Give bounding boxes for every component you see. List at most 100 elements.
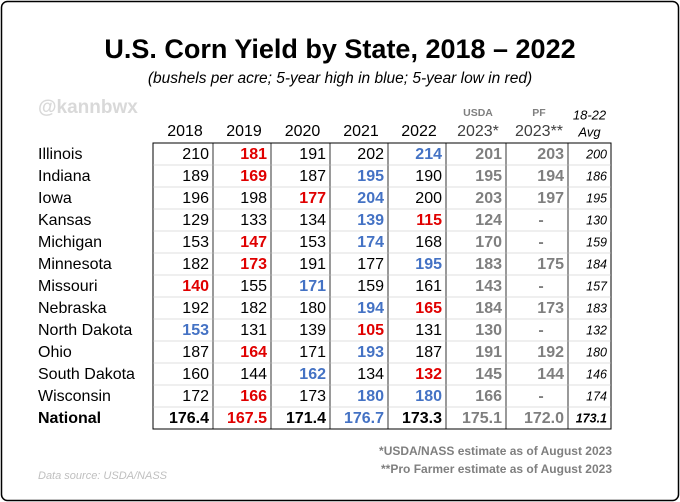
row-label: North Dakota: [38, 322, 132, 339]
cell: 153: [182, 234, 209, 251]
cell: 204: [357, 190, 384, 207]
column-header: 2023**: [515, 123, 563, 140]
cell: 171: [299, 278, 326, 295]
title: U.S. Corn Yield by State, 2018 – 2022: [104, 34, 575, 64]
cell: 180: [299, 300, 326, 317]
cell: 153: [299, 234, 326, 251]
cell: 192: [537, 344, 564, 361]
cell: 190: [415, 168, 442, 185]
subtitle: (bushels per acre; 5-year high in blue; …: [148, 70, 532, 87]
cell: 176.7: [344, 410, 384, 427]
cell: 180: [415, 388, 442, 405]
cell: 214: [415, 146, 442, 163]
cell: 194: [537, 168, 564, 185]
column-header: 2021: [343, 123, 379, 140]
cell: 140: [182, 278, 209, 295]
row-label: Michigan: [38, 234, 102, 251]
cell: 172: [182, 388, 209, 405]
cell: 170: [475, 234, 502, 251]
column-note: USDA: [463, 107, 493, 119]
cell: 195: [475, 168, 502, 185]
cell: 172.0: [524, 410, 564, 427]
cell: 203: [475, 190, 502, 207]
cell: 194: [357, 300, 384, 317]
cell: 144: [240, 366, 267, 383]
cell: 167.5: [227, 410, 267, 427]
cell: 165: [415, 300, 442, 317]
cell: 195: [357, 168, 384, 185]
cell: 200: [585, 147, 607, 161]
footnote: *USDA/NASS estimate as of August 2023: [379, 444, 612, 458]
cell: 157: [586, 279, 608, 293]
cell: 131: [415, 322, 442, 339]
cell: 161: [415, 278, 442, 295]
cell: 203: [537, 146, 564, 163]
row-label: Ohio: [38, 344, 72, 361]
cell: 159: [357, 278, 384, 295]
cell: 173: [537, 300, 564, 317]
cell: 177: [299, 190, 326, 207]
cell: 134: [299, 212, 326, 229]
cell: 183: [586, 301, 607, 315]
cell: 191: [475, 344, 502, 361]
row-label: South Dakota: [38, 366, 135, 383]
cell: 187: [182, 344, 209, 361]
cell: 130: [475, 322, 502, 339]
row-label: National: [38, 410, 101, 427]
cell: -: [538, 322, 543, 339]
cell: 132: [586, 323, 607, 337]
cell: 173.1: [576, 411, 607, 425]
cell: 124: [475, 212, 502, 229]
cell: 184: [475, 300, 502, 317]
row-label: Missouri: [38, 278, 98, 295]
cell: 115: [416, 212, 442, 229]
cell: 180: [586, 345, 607, 359]
cell: 201: [475, 146, 502, 163]
cell: 153: [182, 322, 209, 339]
cell: 173.3: [402, 410, 442, 427]
cell: 191: [299, 256, 326, 273]
cell: 133: [240, 212, 267, 229]
column-header: 2023*: [457, 123, 499, 140]
cell: 162: [299, 366, 326, 383]
column-header: 2018: [167, 123, 203, 140]
source: Data source: USDA/NASS: [38, 470, 168, 482]
cell: 174: [357, 234, 384, 251]
cell: 177: [357, 256, 384, 273]
cell: -: [538, 278, 543, 295]
cell: 164: [240, 344, 267, 361]
column-header: Avg: [577, 124, 601, 139]
cell: 181: [240, 146, 267, 163]
cell: 168: [415, 234, 442, 251]
row-label: Minnesota: [38, 256, 112, 273]
cell: 189: [182, 168, 209, 185]
cell: 166: [475, 388, 502, 405]
column-header: 2019: [226, 123, 262, 140]
cell: 171: [299, 344, 326, 361]
row-label: Wisconsin: [38, 388, 111, 405]
cell: 166: [240, 388, 267, 405]
column-header: 2020: [285, 123, 321, 140]
cell: 173: [299, 388, 326, 405]
cell: 184: [586, 257, 607, 271]
cell: 139: [357, 212, 384, 229]
cell: 182: [240, 300, 267, 317]
cell: 197: [537, 190, 564, 207]
cell: 175: [537, 256, 564, 273]
row-label: Iowa: [38, 190, 72, 207]
cell: 174: [586, 389, 607, 403]
cell: 187: [299, 168, 326, 185]
cell: 160: [182, 366, 209, 383]
row-label: Nebraska: [38, 300, 107, 317]
cell: 195: [586, 191, 607, 205]
row-label: Indiana: [38, 168, 91, 185]
cell: 155: [240, 278, 267, 295]
cell: 139: [299, 322, 326, 339]
cell: 193: [357, 344, 384, 361]
cell: 195: [415, 256, 442, 273]
cell: 146: [586, 367, 607, 381]
cell: 130: [586, 213, 607, 227]
cell: 176.4: [169, 410, 209, 427]
footnote: **Pro Farmer estimate as of August 2023: [381, 462, 612, 476]
